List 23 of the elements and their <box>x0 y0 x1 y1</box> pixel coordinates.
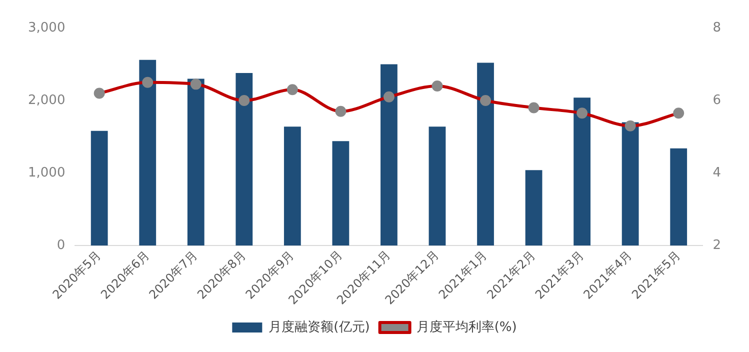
bar <box>380 64 398 246</box>
y-tick-label: 0 <box>56 238 66 253</box>
y-tick-label: 1,000 <box>28 165 66 180</box>
bar <box>332 141 350 246</box>
y-tick-label: 2,000 <box>28 92 66 108</box>
y2-tick-label: 4 <box>712 165 722 180</box>
y2-tick-label: 6 <box>712 92 722 108</box>
bar <box>284 126 301 246</box>
bar <box>622 122 639 246</box>
bar <box>90 130 108 246</box>
bar <box>139 60 156 246</box>
y2-tick-label: 8 <box>712 20 722 36</box>
bar <box>477 62 494 246</box>
y-tick-label: 3,000 <box>28 20 66 36</box>
legend-label: 月度平均利率(%) <box>416 318 517 335</box>
bar <box>670 148 688 246</box>
bar <box>187 78 204 246</box>
bar <box>525 170 542 246</box>
bar <box>574 98 590 246</box>
bar <box>236 72 253 246</box>
y2-tick-label: 2 <box>712 238 722 253</box>
legend-label: 月度融资额(亿元) <box>268 318 370 335</box>
bar <box>428 126 446 246</box>
